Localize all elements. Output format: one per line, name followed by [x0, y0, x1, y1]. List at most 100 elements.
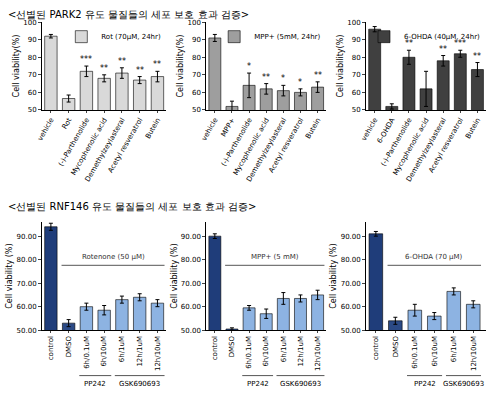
svg-text:Rot (70μM, 24hr): Rot (70μM, 24hr) [101, 33, 161, 41]
svg-text:(-)-Parthenolide: (-)-Parthenolide [220, 117, 254, 168]
svg-text:Cell viability(%): Cell viability(%) [12, 35, 21, 98]
svg-text:(-)-Parthenolide: (-)-Parthenolide [57, 117, 91, 168]
svg-text:50: 50 [352, 106, 361, 114]
svg-text:6h/1uM: 6h/1uM [280, 336, 288, 362]
svg-text:control: control [211, 336, 219, 360]
svg-text:12h/1uM: 12h/1uM [136, 336, 144, 367]
svg-text:*: * [247, 62, 251, 71]
svg-text:90.00: 90.00 [181, 233, 201, 241]
svg-text:90.00: 90.00 [17, 233, 37, 241]
svg-text:50.00: 50.00 [17, 327, 37, 335]
svg-text:70: 70 [352, 71, 361, 79]
svg-text:**: ** [136, 66, 144, 75]
svg-text:DMSO: DMSO [392, 336, 400, 358]
svg-text:60: 60 [352, 89, 361, 97]
svg-text:***: *** [454, 39, 466, 48]
svg-text:Cell viability(%): Cell viability(%) [336, 35, 345, 98]
svg-text:PP242: PP242 [414, 380, 436, 388]
svg-text:Mycophenolic acid: Mycophenolic acid [392, 117, 431, 177]
svg-text:MPP+: MPP+ [220, 116, 237, 138]
svg-text:90: 90 [352, 36, 361, 44]
svg-text:80: 80 [352, 54, 361, 62]
svg-text:***: *** [80, 55, 92, 64]
svg-text:50.00: 50.00 [341, 327, 361, 335]
svg-text:GSK690693: GSK690693 [280, 380, 321, 388]
svg-text:Demethylzeylasteral: Demethylzeylasteral [84, 117, 127, 184]
svg-text:70.00: 70.00 [341, 280, 361, 288]
svg-text:6h/0.1uM: 6h/0.1uM [83, 336, 91, 369]
svg-text:Butein: Butein [304, 117, 322, 141]
svg-text:DMSO: DMSO [65, 336, 73, 358]
svg-text:80.00: 80.00 [17, 256, 37, 264]
svg-text:**: ** [473, 52, 481, 61]
svg-text:<선별된 PARK2 유도 물질들의 세포 보호 효과 검증: <선별된 PARK2 유도 물질들의 세포 보호 효과 검증> [8, 9, 249, 20]
svg-text:Demethylzeylasteral: Demethylzeylasteral [405, 117, 448, 184]
svg-text:6-OHDA: 6-OHDA [376, 116, 397, 144]
svg-text:80: 80 [192, 54, 201, 62]
svg-text:80: 80 [28, 54, 37, 62]
svg-text:80.00: 80.00 [341, 256, 361, 264]
svg-text:60: 60 [192, 89, 201, 97]
svg-text:6h/10uM: 6h/10uM [262, 336, 270, 367]
svg-text:6h/10uM: 6h/10uM [431, 336, 439, 367]
svg-text:vehicle: vehicle [360, 117, 379, 143]
svg-text:100: 100 [347, 19, 360, 27]
svg-text:GSK690693: GSK690693 [119, 380, 160, 388]
svg-text:Acetyl resveratrol: Acetyl resveratrol [267, 117, 305, 175]
svg-text:Acetyl resveratrol: Acetyl resveratrol [427, 117, 465, 175]
svg-text:Butein: Butein [144, 117, 162, 141]
svg-text:**: ** [405, 39, 413, 48]
svg-text:Cell viability (%): Cell viability (%) [170, 243, 179, 308]
svg-text:control: control [372, 336, 380, 360]
svg-text:vehicle: vehicle [36, 117, 55, 143]
svg-text:6h/1uM: 6h/1uM [450, 336, 458, 362]
svg-text:Rotenone (50 μM): Rotenone (50 μM) [82, 253, 145, 261]
svg-text:70: 70 [192, 71, 201, 79]
svg-text:70.00: 70.00 [17, 280, 37, 288]
svg-text:Butein: Butein [464, 117, 482, 141]
svg-text:Rot: Rot [61, 116, 74, 130]
svg-text:60.00: 60.00 [17, 303, 37, 311]
svg-text:<선별된 RNF146 유도 물질들의 세포 보호 효과 검: <선별된 RNF146 유도 물질들의 세포 보호 효과 검증> [8, 201, 256, 212]
svg-text:6h/10uM: 6h/10uM [100, 336, 108, 367]
svg-text:Mycophenolic acid: Mycophenolic acid [232, 117, 271, 177]
svg-text:**: ** [439, 45, 447, 54]
svg-text:6h/0.1uM: 6h/0.1uM [245, 336, 253, 369]
svg-text:Cell viability(%): Cell viability(%) [176, 35, 185, 98]
svg-text:70.00: 70.00 [181, 280, 201, 288]
svg-text:(-)-Parthenolide: (-)-Parthenolide [380, 117, 414, 168]
svg-text:60.00: 60.00 [341, 303, 361, 311]
svg-text:*: * [281, 74, 285, 83]
svg-text:50.00: 50.00 [181, 327, 201, 335]
svg-text:12h/1uM: 12h/1uM [297, 336, 305, 367]
svg-text:70: 70 [28, 71, 37, 79]
svg-text:**: ** [262, 73, 270, 82]
svg-text:100: 100 [188, 19, 201, 27]
svg-text:6-OHDA (70 μM): 6-OHDA (70 μM) [405, 253, 463, 261]
svg-text:vehicle: vehicle [200, 117, 219, 143]
svg-text:12h/10uM: 12h/10uM [154, 336, 162, 371]
svg-text:50: 50 [192, 106, 201, 114]
svg-text:Cell viability (%): Cell viability (%) [5, 243, 14, 308]
svg-text:**: ** [100, 64, 108, 73]
svg-text:MPP+ (5 mM): MPP+ (5 mM) [251, 253, 299, 261]
svg-text:MPP+ (5mM, 24hr): MPP+ (5mM, 24hr) [254, 33, 320, 41]
svg-text:**: ** [314, 71, 322, 80]
svg-text:DMSO: DMSO [228, 336, 236, 358]
svg-text:60.00: 60.00 [181, 303, 201, 311]
svg-text:12h/10uM: 12h/10uM [470, 336, 478, 371]
svg-text:100: 100 [23, 19, 36, 27]
svg-text:control: control [47, 336, 55, 360]
svg-text:GSK690693: GSK690693 [443, 380, 484, 388]
svg-text:90: 90 [28, 36, 37, 44]
svg-text:**: ** [153, 60, 161, 69]
svg-text:12h/10uM: 12h/10uM [314, 336, 322, 371]
svg-text:50: 50 [28, 106, 37, 114]
svg-text:*: * [298, 78, 302, 87]
svg-text:60: 60 [28, 89, 37, 97]
svg-text:PP242: PP242 [247, 380, 269, 388]
svg-text:90.00: 90.00 [341, 233, 361, 241]
svg-text:80.00: 80.00 [181, 256, 201, 264]
svg-text:PP242: PP242 [84, 380, 106, 388]
svg-text:6-OHDA (40μM, 24hr): 6-OHDA (40μM, 24hr) [404, 33, 480, 41]
